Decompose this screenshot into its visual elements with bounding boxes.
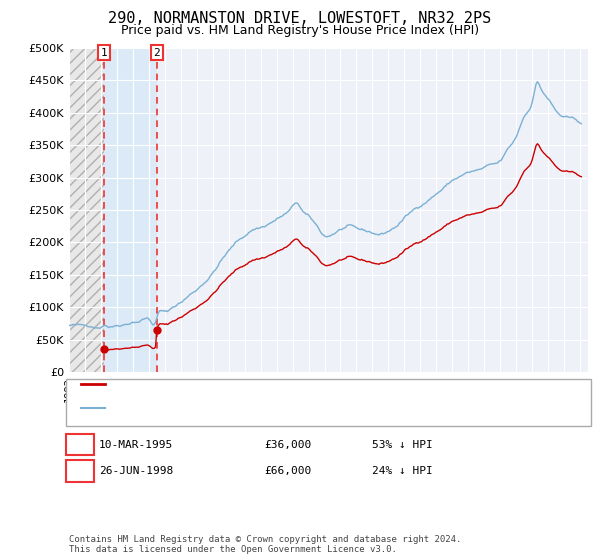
Text: 1: 1 bbox=[76, 440, 83, 450]
Text: HPI: Average price, detached house, East Suffolk: HPI: Average price, detached house, East… bbox=[108, 403, 432, 413]
Text: Price paid vs. HM Land Registry's House Price Index (HPI): Price paid vs. HM Land Registry's House … bbox=[121, 24, 479, 36]
Text: 24% ↓ HPI: 24% ↓ HPI bbox=[372, 466, 433, 476]
Text: Contains HM Land Registry data © Crown copyright and database right 2024.
This d: Contains HM Land Registry data © Crown c… bbox=[69, 535, 461, 554]
Text: 10-MAR-1995: 10-MAR-1995 bbox=[99, 440, 173, 450]
Text: 26-JUN-1998: 26-JUN-1998 bbox=[99, 466, 173, 476]
Text: 2: 2 bbox=[76, 466, 83, 476]
Text: 290, NORMANSTON DRIVE, LOWESTOFT, NR32 2PS (detached house): 290, NORMANSTON DRIVE, LOWESTOFT, NR32 2… bbox=[108, 380, 506, 389]
Bar bbox=[69, 48, 104, 372]
Text: £66,000: £66,000 bbox=[264, 466, 311, 476]
Text: 2: 2 bbox=[153, 48, 160, 58]
Text: 53% ↓ HPI: 53% ↓ HPI bbox=[372, 440, 433, 450]
Text: 1: 1 bbox=[101, 48, 107, 58]
Text: £36,000: £36,000 bbox=[264, 440, 311, 450]
Text: 290, NORMANSTON DRIVE, LOWESTOFT, NR32 2PS: 290, NORMANSTON DRIVE, LOWESTOFT, NR32 2… bbox=[109, 11, 491, 26]
Bar bbox=[104, 48, 157, 372]
